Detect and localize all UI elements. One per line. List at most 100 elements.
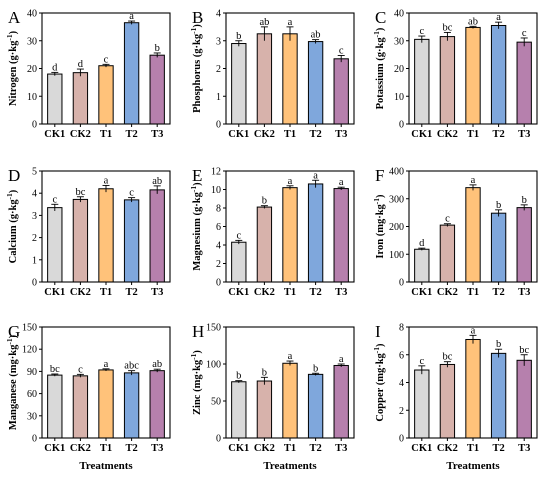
- significance-letter: c: [52, 194, 57, 205]
- x-tick-label: CK2: [437, 443, 458, 454]
- error-bar: [153, 52, 161, 58]
- bar-b-t2: [307, 41, 324, 125]
- y-tick-label: 2: [216, 259, 221, 270]
- y-tick-label: 3: [216, 36, 221, 47]
- y-tick-label: 6: [216, 222, 221, 233]
- x-tick-label: T3: [151, 287, 163, 298]
- bar-c-t1: [465, 26, 481, 125]
- bar-d-t1: [98, 188, 114, 283]
- significance-letter: ab: [152, 176, 162, 187]
- x-tick-label: T2: [125, 443, 137, 454]
- significance-letter: bc: [442, 22, 452, 33]
- y-axis-label: Calcium (g·kg-1): [5, 189, 20, 263]
- y-tick-label: 100: [389, 250, 404, 261]
- significance-letter: c: [445, 214, 450, 225]
- y-tick-label: 12: [211, 167, 221, 178]
- y-tick-label: 2: [216, 64, 221, 75]
- panel-a: d CK1 d CK2 c T1 a T2 b T3 0 10 20 30 40 Nitrogen (g·kg…: [5, 8, 171, 140]
- y-tick-label: 0: [32, 434, 37, 445]
- x-tick-label: CK2: [254, 129, 275, 140]
- x-tick-label: CK2: [254, 287, 275, 298]
- panel-e: c CK1 b CK2 a T1 a T2 a T3 0 2 4 6 8 10 12 Magnesium (g·k…: [189, 166, 355, 298]
- y-tick-label: 8: [399, 323, 404, 334]
- significance-letter: c: [522, 28, 527, 39]
- bar-i-ck2: [439, 363, 456, 439]
- significance-letter: bc: [442, 352, 452, 363]
- y-tick-label: 4: [32, 189, 37, 200]
- y-axis-label: Magnesium (g·kg-1): [189, 182, 204, 271]
- bar-b-t1: [282, 33, 298, 125]
- bar-i-t2: [490, 352, 507, 439]
- bar-b-ck1: [231, 43, 247, 125]
- x-tick-label: T1: [284, 443, 296, 454]
- y-tick-label: 10: [27, 92, 37, 103]
- significance-letter: a: [129, 11, 134, 22]
- error-bar: [153, 185, 161, 194]
- error-bar: [520, 204, 528, 211]
- x-tick-label: T1: [100, 287, 112, 298]
- x-tick-label: T3: [335, 287, 347, 298]
- x-tick-label: T2: [492, 287, 504, 298]
- error-bar: [51, 373, 59, 377]
- x-tick-label: T2: [125, 129, 137, 140]
- panel-letter: D: [8, 166, 20, 185]
- error-bar: [337, 363, 345, 367]
- x-tick-label: T1: [100, 129, 112, 140]
- x-tick-label: CK1: [44, 287, 65, 298]
- significance-letter: bc: [519, 345, 529, 356]
- y-tick-label: 20: [27, 64, 37, 75]
- panel-f: d CK1 c CK2 a T1 b T2 b T3 0 100 200 300 400 Iron (mg·k…: [372, 166, 538, 298]
- error-bar: [418, 35, 426, 43]
- significance-letter: c: [236, 230, 241, 241]
- axes-frame: [41, 170, 171, 283]
- significance-letter: c: [129, 188, 134, 199]
- x-tick-label: T1: [467, 129, 479, 140]
- error-bar: [76, 68, 84, 77]
- y-tick-label: 0: [399, 434, 404, 445]
- x-tick-label: CK2: [70, 287, 91, 298]
- significance-letter: b: [313, 363, 318, 374]
- x-tick-label: CK1: [411, 443, 432, 454]
- x-tick-label: T1: [284, 129, 296, 140]
- error-bar: [153, 368, 161, 373]
- error-bar: [520, 37, 528, 47]
- significance-letter: a: [339, 177, 344, 188]
- error-bar: [76, 373, 84, 378]
- x-tick-label: T2: [492, 129, 504, 140]
- significance-letter: c: [78, 364, 83, 375]
- bar-a-ck1: [47, 73, 63, 125]
- significance-letter: a: [339, 354, 344, 365]
- error-bar: [495, 21, 503, 29]
- panel-h: b CK1 b CK2 a T1 b T2 a T3 0 50 100 150 Zinc (mg·kg-1)…: [189, 322, 355, 472]
- y-tick-label: 400: [389, 167, 404, 178]
- y-tick-label: 150: [206, 323, 221, 334]
- bar-h-ck1: [231, 381, 247, 439]
- y-axis-label: Zinc (mg·kg-1): [189, 350, 204, 415]
- x-tick-label: CK1: [228, 129, 249, 140]
- significance-letter: a: [313, 170, 318, 181]
- significance-letter: b: [236, 31, 241, 42]
- significance-letter: a: [288, 176, 293, 187]
- bar-f-t3: [516, 207, 532, 283]
- significance-letter: ab: [311, 30, 321, 41]
- bar-e-t1: [282, 187, 298, 283]
- panel-letter: H: [192, 322, 204, 341]
- error-bar: [260, 205, 268, 209]
- bar-e-ck1: [231, 241, 247, 283]
- y-tick-label: 0: [399, 120, 404, 131]
- significance-letter: a: [496, 12, 501, 23]
- axes-frame: [41, 326, 171, 439]
- error-bar: [51, 71, 59, 76]
- x-tick-label: CK2: [437, 287, 458, 298]
- y-tick-label: 0: [399, 278, 404, 289]
- bar-g-ck1: [47, 374, 63, 439]
- x-tick-label: T3: [518, 443, 530, 454]
- error-bar: [337, 55, 345, 63]
- bar-f-t2: [490, 212, 507, 283]
- bar-f-ck1: [414, 248, 430, 283]
- significance-letter: b: [496, 200, 501, 211]
- panel-g: bc CK1 c CK2 a T1 abc T2 ab T3 0 30 60 90 120 150Mangan…: [5, 322, 171, 472]
- significance-letter: b: [155, 43, 160, 54]
- y-tick-label: 8: [216, 204, 221, 215]
- y-tick-label: 40: [394, 9, 404, 20]
